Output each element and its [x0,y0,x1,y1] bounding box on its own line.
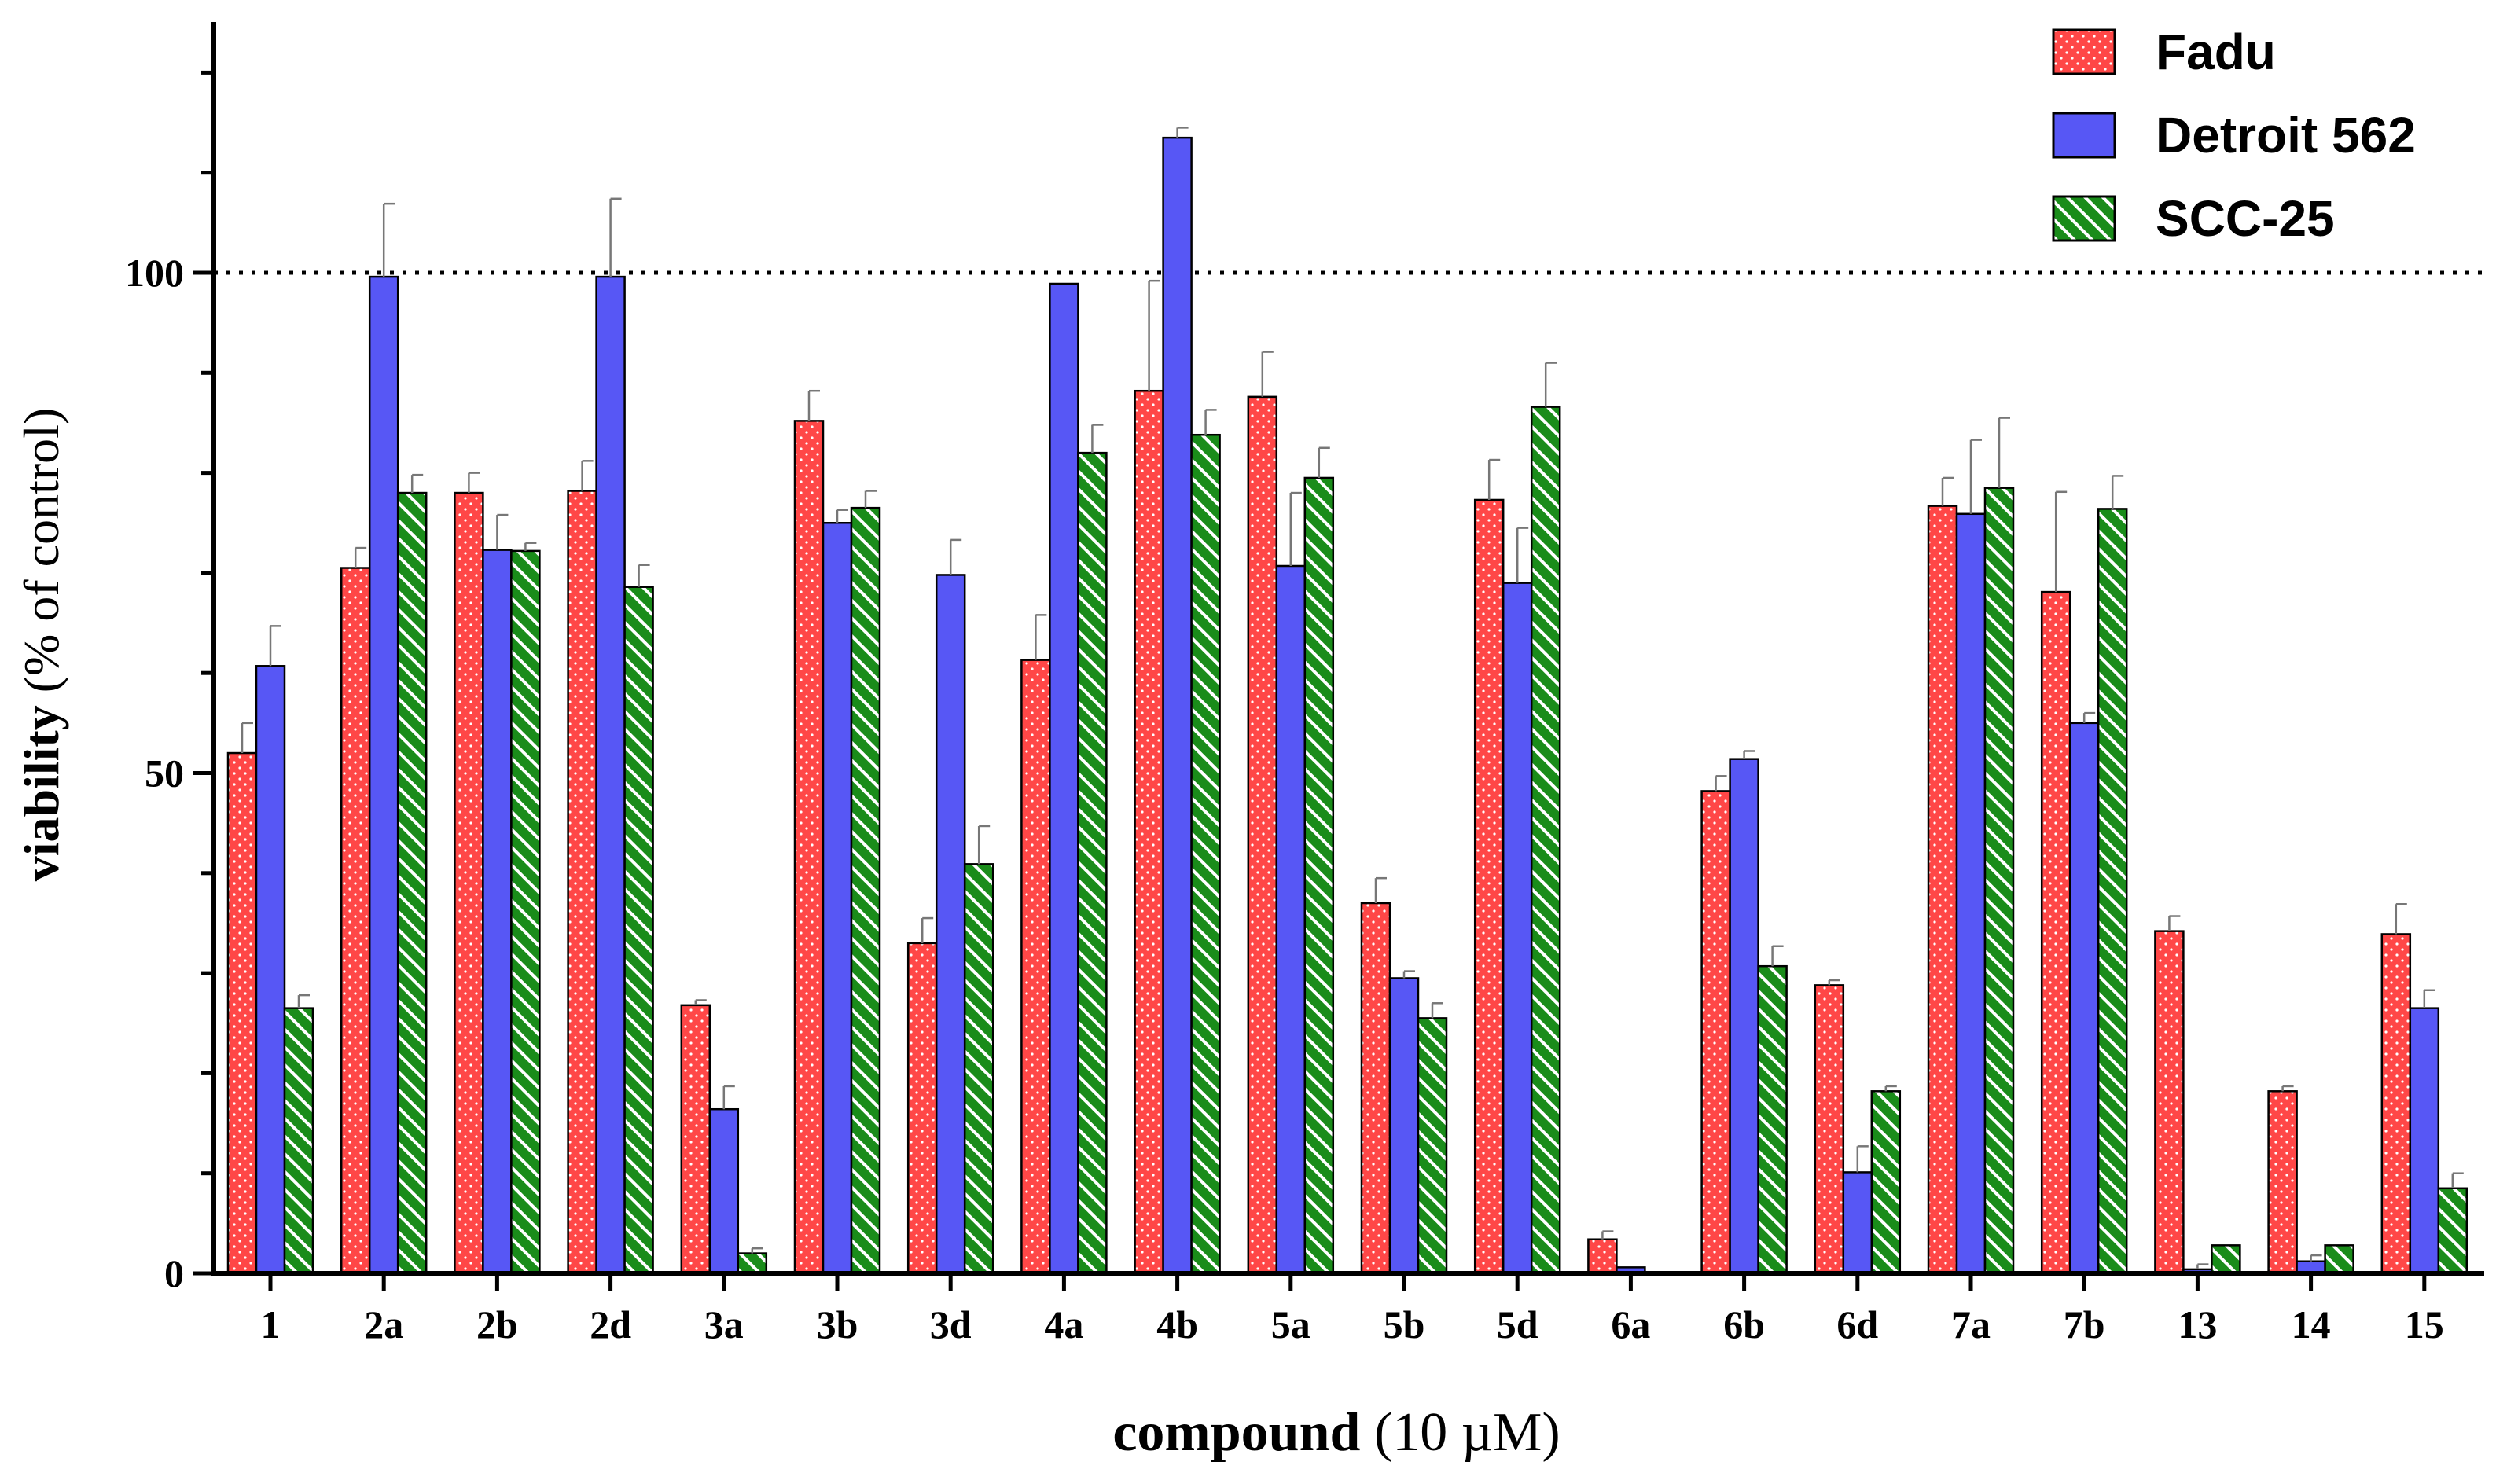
bar-fadu-2b[interactable] [454,491,484,1275]
bar-scc-25-5a[interactable] [1303,476,1335,1275]
bar-detroit-562-3b[interactable] [822,522,853,1275]
bar-scc-25-2a[interactable] [396,491,428,1275]
bar-fadu-1[interactable] [226,751,258,1275]
bar-detroit-562-5d[interactable] [1502,582,1533,1275]
bar-scc-25-14[interactable] [2324,1244,2354,1275]
legend-swatch-fadu [2052,28,2116,75]
x-axis-title: compound (10 µM) [1112,1402,1560,1463]
bar-scc-25-5d[interactable] [1530,406,1561,1275]
bar-scc-25-7b[interactable] [2097,508,2128,1275]
bar-detroit-562-2d[interactable] [595,275,626,1275]
bar-fadu-5b[interactable] [1360,902,1391,1275]
bar-fadu-6b[interactable] [1700,790,1731,1275]
x-tick-label-4b: 4b [1156,1302,1198,1346]
bar-scc-25-13[interactable] [2211,1244,2241,1275]
bar-scc-25-4a[interactable] [1077,451,1108,1275]
bar-detroit-562-4b[interactable] [1162,136,1193,1275]
bar-scc-25-3a[interactable] [737,1252,768,1275]
bar-scc-25-4b[interactable] [1190,433,1221,1275]
x-tick-label-3a: 3a [704,1302,744,1346]
legend-swatch-scc-25 [2052,195,2116,242]
bar-detroit-562-3a[interactable] [708,1107,740,1275]
bar-detroit-562-2a[interactable] [368,275,399,1275]
bar-fadu-7a[interactable] [1927,505,1958,1275]
bar-detroit-562-15[interactable] [2409,1007,2440,1275]
bar-scc-25-2b[interactable] [510,549,541,1275]
x-tick-label-6b: 6b [1723,1302,1765,1346]
y-axis-title: viability (% of control) [13,408,69,882]
bar-fadu-15[interactable] [2380,933,2412,1275]
bar-fadu-4a[interactable] [1020,659,1051,1275]
bar-scc-25-2d[interactable] [623,586,654,1275]
legend-label-scc-25: SCC-25 [2156,190,2335,247]
x-tick-label-3b: 3b [817,1302,858,1346]
bar-fadu-5a[interactable] [1247,395,1278,1275]
y-axis-title-bold: viability [13,705,69,881]
x-tick-label-2b: 2b [476,1302,518,1346]
bar-fadu-4b[interactable] [1134,389,1164,1275]
y-axis-title-unit: (% of control) [13,408,69,706]
x-axis-title-bold: compound [1112,1402,1360,1463]
x-tick-label-14: 14 [2292,1302,2331,1346]
bar-fadu-13[interactable] [2154,930,2185,1275]
y-tick-label-100: 100 [125,251,184,295]
legend-swatch-detroit-562 [2052,112,2116,159]
bar-fadu-6d[interactable] [1814,984,1845,1275]
y-tick-label-50: 50 [145,751,184,795]
x-tick-label-6d: 6d [1836,1302,1878,1346]
bar-fadu-7b[interactable] [2040,590,2071,1275]
bar-fadu-2d[interactable] [567,490,597,1275]
bar-scc-25-7a[interactable] [1983,487,2015,1275]
x-tick-label-5b: 5b [1384,1302,1425,1346]
x-tick-label-15: 15 [2405,1302,2444,1346]
x-tick-label-7a: 7a [1951,1302,1991,1346]
bar-detroit-562-5b[interactable] [1388,977,1420,1275]
bar-detroit-562-7b[interactable] [2068,722,2100,1275]
bar-fadu-3b[interactable] [793,420,825,1275]
bar-fadu-2a[interactable] [340,567,371,1275]
plot-area [214,127,2484,1275]
bar-fadu-14[interactable] [2267,1090,2298,1275]
bar-detroit-562-7a[interactable] [1955,512,1987,1275]
bar-fadu-3d[interactable] [906,942,938,1275]
bar-scc-25-6b[interactable] [1757,964,1788,1275]
x-tick-label-7b: 7b [2064,1302,2105,1346]
bar-detroit-562-5a[interactable] [1275,564,1307,1275]
bar-scc-25-5b[interactable] [1417,1017,1448,1275]
y-tick-label-0: 0 [164,1251,184,1295]
bar-fadu-6a[interactable] [1587,1238,1618,1275]
x-tick-label-3d: 3d [930,1302,972,1346]
bar-fadu-3a[interactable] [680,1004,711,1275]
bar-fadu-5d[interactable] [1473,498,1505,1275]
bar-scc-25-3b[interactable] [850,506,881,1275]
bar-detroit-562-2b[interactable] [482,549,513,1275]
bar-detroit-562-3d[interactable] [935,574,966,1275]
legend-label-fadu: Fadu [2156,24,2276,80]
legend: Fadu Detroit 562 SCC-25 [2052,24,2416,247]
bar-scc-25-1[interactable] [283,1007,314,1275]
x-tick-label-1: 1 [261,1302,281,1346]
x-tick-label-6a: 6a [1611,1302,1650,1346]
x-tick-label-4a: 4a [1044,1302,1083,1346]
bar-scc-25-15[interactable] [2437,1187,2468,1275]
axes: 1 2a 2b 2d 3a 3b 3d 4a 4b 5a 5b 5d 6a 6b 6d 7a 7b 13 14 15 0… [125,22,2484,1346]
bar-detroit-562-6b[interactable] [1729,758,1759,1275]
x-tick-label-5d: 5d [1497,1302,1538,1346]
x-tick-label-13: 13 [2178,1302,2217,1346]
legend-label-detroit-562: Detroit 562 [2156,107,2416,163]
bar-detroit-562-6d[interactable] [1842,1171,1873,1275]
x-tick-label-5a: 5a [1271,1302,1310,1346]
bar-scc-25-6d[interactable] [1870,1090,1902,1275]
x-tick-label-2d: 2d [590,1302,631,1346]
bar-scc-25-3d[interactable] [963,863,994,1275]
x-axis-title-unit: (10 µM) [1360,1402,1560,1463]
bar-detroit-562-4a[interactable] [1049,282,1079,1275]
bar-detroit-562-1[interactable] [255,665,286,1275]
x-tick-label-2a: 2a [364,1302,403,1346]
